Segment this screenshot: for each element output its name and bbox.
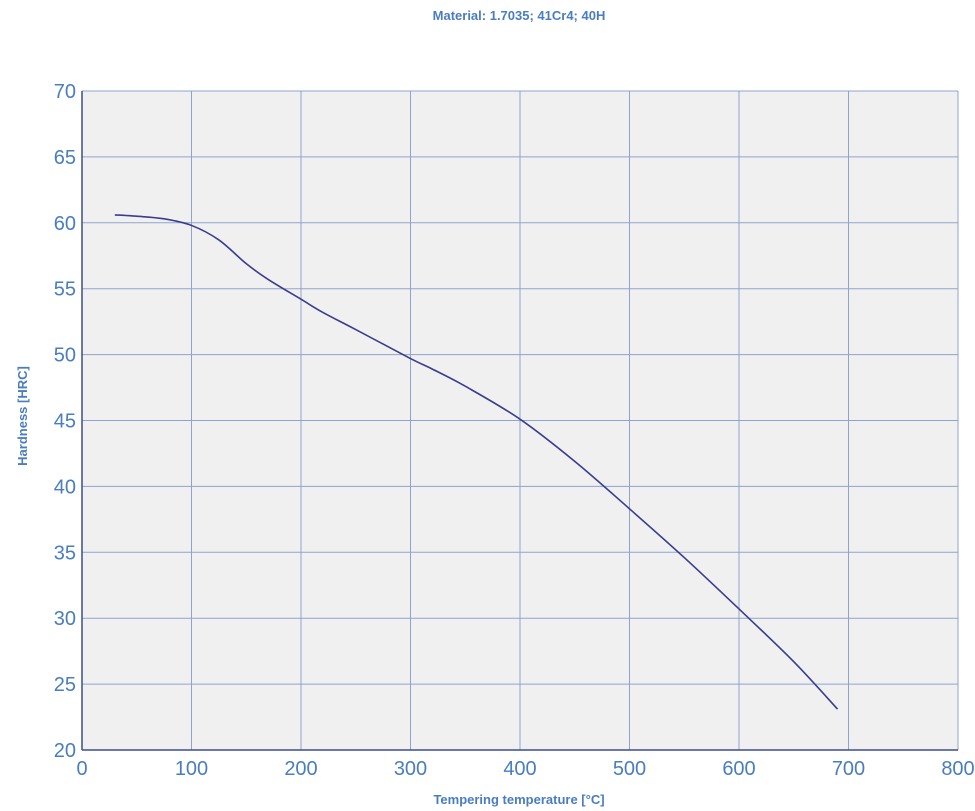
chart-title: Material: 1.7035; 41Cr4; 40H: [433, 8, 606, 23]
y-tick-label: 20: [54, 740, 76, 762]
y-tick-label: 45: [54, 411, 76, 433]
y-tick-label: 50: [54, 345, 76, 367]
y-tick-labels: 20 25 30 35 40 45 50 55 60 65 70: [54, 81, 76, 762]
y-tick-label: 30: [54, 608, 76, 630]
y-tick-label: 40: [54, 476, 76, 498]
y-tick-label: 60: [54, 213, 76, 235]
x-tick-label: 100: [175, 758, 208, 780]
y-tick-label: 65: [54, 147, 76, 169]
x-tick-label: 400: [503, 758, 536, 780]
y-tick-label: 25: [54, 674, 76, 696]
x-axis-label: Tempering temperature [°C]: [433, 792, 604, 807]
x-tick-label: 300: [394, 758, 427, 780]
hardness-curve: [114, 214, 839, 710]
x-tick-label: 600: [722, 758, 755, 780]
x-tick-label: 200: [284, 758, 317, 780]
y-tick-label: 35: [54, 542, 76, 564]
x-tick-labels: 0 100 200 300 400 500 600 700 800: [76, 758, 974, 780]
y-tick-label: 55: [54, 279, 76, 301]
x-tick-label: 0: [76, 758, 87, 780]
x-tick-label: 500: [613, 758, 646, 780]
x-tick-label: 800: [941, 758, 974, 780]
y-axis-label: Hardness [HRC]: [15, 366, 30, 466]
y-tick-label: 70: [54, 81, 76, 103]
grid-lines: [82, 90, 959, 750]
axes: [81, 91, 958, 751]
x-tick-label: 700: [832, 758, 865, 780]
